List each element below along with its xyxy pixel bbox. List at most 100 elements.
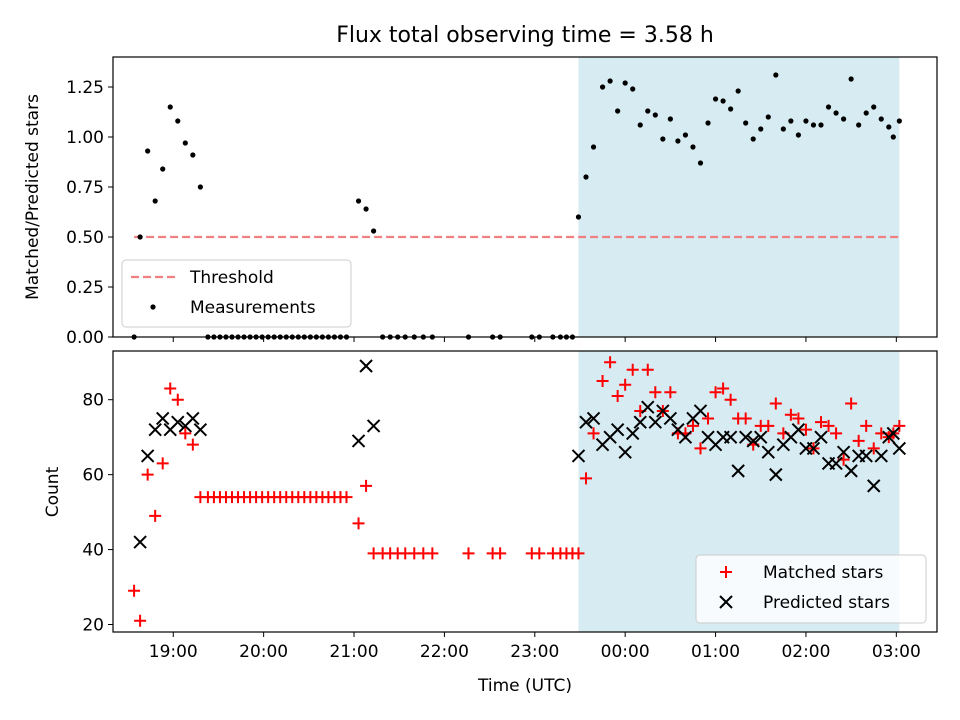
measurement-point: [575, 214, 582, 220]
matched-star-point: [619, 378, 632, 391]
legend-measurements-label: Measurements: [190, 298, 316, 318]
measurement-point: [871, 104, 877, 110]
predicted-star-point: [738, 430, 753, 444]
matched-star-point: [626, 363, 639, 376]
matched-star-point: [641, 363, 654, 376]
legend: Threshold Measurements: [121, 259, 352, 328]
y-tick-label: 1.25: [66, 78, 104, 98]
measurement-point: [160, 166, 166, 172]
x-tick-label: 20:00: [239, 642, 288, 662]
x-tick-label: 21:00: [330, 642, 379, 662]
measurement-point: [720, 98, 726, 104]
y-tick-label: 40: [82, 541, 104, 561]
predicted-star-point: [886, 426, 901, 441]
predicted-star-point: [663, 411, 678, 426]
predicted-star-point: [641, 400, 655, 414]
measurement-point: [583, 174, 589, 180]
measurement-point: [167, 104, 173, 110]
matched-star-point: [694, 442, 707, 455]
matched-star-point: [702, 412, 715, 425]
measurement-point: [590, 144, 597, 150]
matched-star-point: [664, 386, 677, 399]
measurement-point: [152, 198, 158, 204]
predicted-star-point: [829, 456, 843, 471]
measurement-point: [667, 116, 673, 122]
predicted-star-point: [723, 430, 738, 444]
measurement-point: [810, 122, 817, 128]
matched-star-point: [587, 427, 600, 440]
legend-measurements-swatch: [150, 304, 156, 310]
matched-star-point: [156, 457, 169, 470]
predicted-star-point: [148, 422, 162, 437]
predicted-star-point: [366, 419, 381, 433]
predicted-star-point: [579, 415, 593, 429]
matched-star-point: [815, 416, 828, 429]
matched-star-point: [830, 427, 843, 440]
predicted-star-point: [874, 449, 888, 463]
matched-star-point: [739, 412, 752, 425]
predicted-star-point: [610, 422, 625, 437]
y-axis-label: Matched/Predicted stars: [23, 94, 43, 300]
legend-threshold-label: Threshold: [189, 268, 274, 288]
measurement-point: [682, 132, 689, 138]
measurement-point: [758, 126, 764, 132]
matched-star-point: [709, 386, 722, 399]
matched-star-point: [494, 547, 507, 560]
matched-star-point: [340, 491, 353, 504]
y-axis-label: Count: [43, 466, 63, 517]
x-axis-ticks: 19:00 20:00 21:00 22:00 23:00 00:00 01:00 02:00…: [149, 632, 921, 662]
predicted-star-point: [359, 359, 373, 373]
matched-star-point: [893, 419, 906, 432]
ratio-panel: Flux total observing time = 3.58 h 0.000…: [23, 23, 938, 348]
matched-star-point: [164, 382, 177, 395]
y-axis-ticks: 20 40 60 80: [82, 391, 113, 636]
predicted-star-point: [844, 464, 858, 478]
measurement-point: [355, 198, 362, 204]
matched-star-point: [596, 374, 609, 387]
measurement-point: [825, 104, 832, 110]
x-tick-label: 00:00: [601, 642, 650, 662]
measurement-point: [197, 184, 203, 190]
x-tick-label: 22:00: [420, 642, 469, 662]
x-tick-label: 01:00: [691, 642, 740, 662]
predicted-star-point: [351, 434, 366, 448]
predicted-star-point: [186, 411, 200, 426]
matched-star-point: [792, 412, 805, 425]
matched-star-point: [611, 389, 624, 402]
measurement-point: [743, 120, 749, 126]
measurement-point: [652, 112, 658, 118]
measurement-point: [599, 84, 606, 90]
matched-star-point: [845, 397, 858, 410]
measurement-point: [637, 122, 643, 128]
predicted-star-point: [678, 430, 693, 444]
matched-star-point: [784, 408, 797, 421]
legend-predicted-label: Predicted stars: [763, 593, 890, 613]
measurement-point: [690, 144, 696, 150]
predicted-star-point: [626, 426, 640, 441]
predicted-star-point: [892, 441, 907, 456]
matched-star-point: [717, 382, 730, 395]
measurement-point: [795, 132, 802, 138]
measurement-point: [780, 126, 786, 132]
shaded-region: [578, 57, 900, 337]
predicted-star-point: [618, 445, 632, 459]
plot-frame: [112, 56, 938, 338]
matched-star-point: [604, 356, 617, 369]
x-tick-label: 02:00: [781, 642, 830, 662]
measurement-point: [773, 72, 779, 78]
measurement-point: [765, 114, 771, 120]
predicted-star-point: [156, 411, 170, 426]
measurement-point: [750, 136, 756, 142]
matched-star-point: [179, 427, 192, 440]
measurement-point: [675, 138, 681, 144]
matched-star-point: [649, 386, 662, 399]
y-axis-ticks: 0.00 0.25 0.50 0.75 1.00 1.25: [66, 78, 113, 348]
measurement-point: [645, 108, 651, 114]
matched-star-point: [171, 393, 184, 406]
matched-star-point: [769, 397, 782, 410]
measurement-point: [728, 106, 734, 112]
measurement-point: [363, 206, 369, 212]
y-tick-label: 60: [82, 466, 104, 486]
matched-star-point: [533, 547, 546, 560]
